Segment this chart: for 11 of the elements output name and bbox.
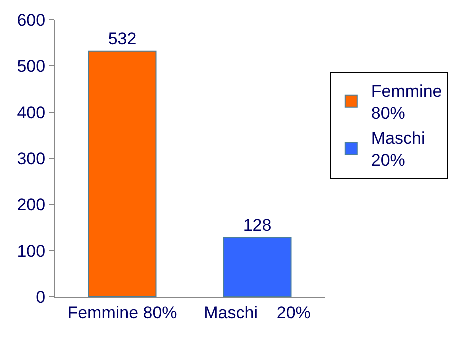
data-label: 128 (243, 216, 272, 235)
y-tick-label: 100 (17, 242, 46, 261)
y-tick-label: 200 (17, 196, 46, 215)
y-tick-label: 600 (17, 10, 46, 30)
legend-label: Femmine 80% (371, 82, 442, 124)
legend-label: Maschi 20% (371, 129, 426, 170)
y-tick-label: 400 (17, 103, 46, 122)
data-label: 532 (108, 29, 137, 48)
y-tick-label: 0 (36, 288, 46, 307)
y-tick-label: 300 (17, 149, 46, 168)
y-tick-label: 500 (17, 57, 46, 76)
